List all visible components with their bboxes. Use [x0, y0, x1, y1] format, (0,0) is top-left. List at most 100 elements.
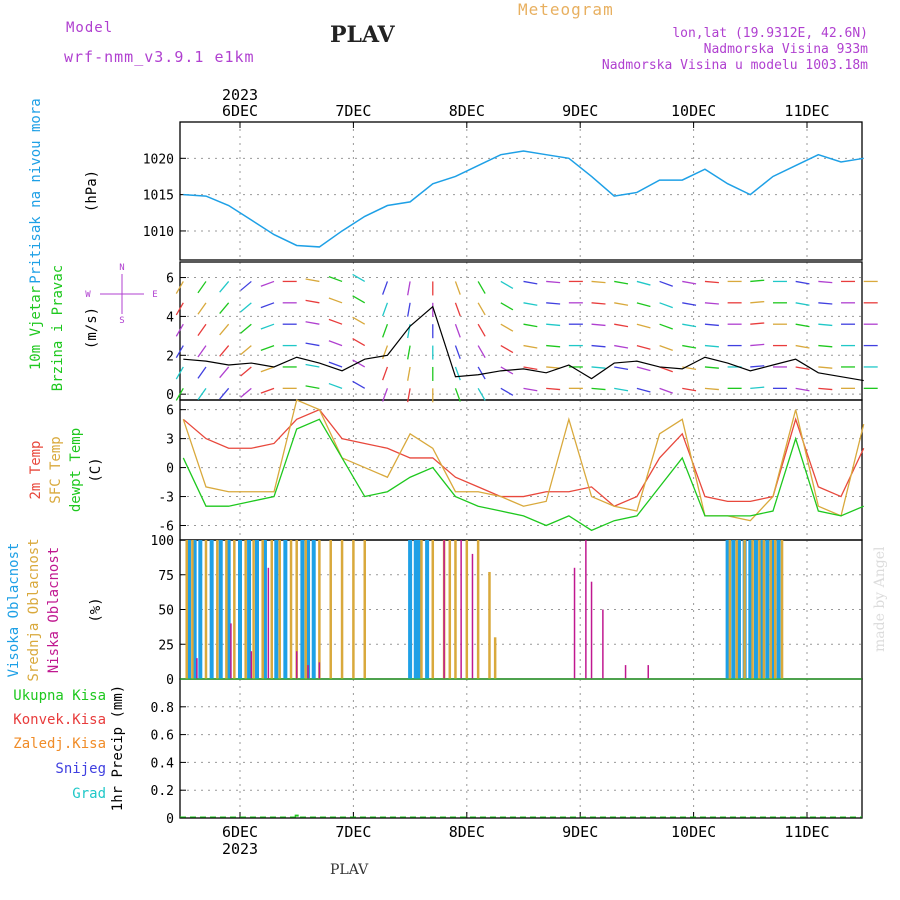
wind-arrow: [328, 340, 343, 347]
cloud-bar: [191, 540, 194, 679]
wind-arrow: [382, 323, 389, 338]
wind-arrow: [477, 302, 486, 316]
wind-arrow: [197, 366, 207, 379]
year-label-bottom: 2023: [222, 840, 258, 858]
wind-arrow: [477, 388, 486, 401]
compass-s: S: [119, 316, 124, 326]
wind-arrow: [382, 388, 389, 402]
cloud-bar: [192, 540, 197, 679]
wind-arrow: [175, 323, 184, 337]
wind-arrow: [407, 345, 411, 360]
wind-arrow: [591, 302, 606, 305]
cloud-bar: [278, 540, 281, 679]
wind-arrow: [500, 323, 514, 332]
cloud-bar: [448, 540, 452, 679]
temp-sfc-label: SFC Temp: [48, 436, 64, 503]
wind-arrow: [240, 323, 252, 334]
x-label-top: 10DEC: [671, 102, 716, 120]
x-label-bottom: 7DEC: [335, 823, 371, 841]
wind-arrow: [382, 366, 389, 381]
wind-arrow: [175, 388, 184, 401]
cloud-bar: [226, 540, 231, 679]
pressure-line: [183, 150, 864, 248]
cloud-bar: [363, 540, 366, 679]
wind-arrow: [500, 345, 514, 354]
wind-arrow: [328, 382, 343, 389]
wind-arrow: [454, 366, 461, 381]
wind-arrow: [454, 323, 461, 338]
wind-arrow: [240, 345, 252, 356]
cloud-bar: [196, 658, 198, 679]
wind-arrow: [197, 387, 207, 401]
x-label-top: 7DEC: [335, 102, 371, 120]
wind-arrow: [682, 280, 697, 285]
cloud-bar: [602, 609, 604, 679]
x-label-bottom: 10DEC: [671, 823, 716, 841]
wind-arrow: [636, 280, 651, 286]
wind-arrow: [614, 302, 629, 306]
wind-arrow: [352, 380, 366, 389]
panel-frame: [179, 678, 863, 819]
wind-arrow: [260, 323, 275, 330]
cloud-bar: [465, 540, 469, 679]
wind-arrow: [407, 388, 411, 403]
y-tick-label: 0: [166, 673, 174, 688]
wind-arrow: [750, 300, 765, 304]
cloud-bar: [218, 540, 223, 679]
cloud-high-label: Visoka Oblacnost: [6, 543, 22, 678]
cloud-bar: [624, 665, 627, 679]
cloud-bar: [408, 540, 413, 679]
wind-arrow: [682, 387, 697, 392]
wind-arrow: [614, 387, 629, 392]
wind-arrow: [523, 280, 538, 285]
cloud-bar: [250, 651, 253, 679]
station-title: PLAV: [330, 22, 395, 48]
wind-arrow: [818, 280, 833, 284]
wind-arrow: [614, 323, 629, 328]
wind-arrow: [175, 345, 184, 359]
x-label-top: 9DEC: [562, 102, 598, 120]
model-label: Model: [66, 20, 114, 36]
compass-e: E: [152, 290, 157, 300]
cloud-bar: [443, 540, 445, 679]
wind-arrow: [328, 361, 343, 368]
cloud-bar: [352, 540, 355, 679]
wind-arrow: [352, 273, 366, 282]
wind-arrow: [682, 344, 697, 349]
wind-arrow: [260, 344, 275, 351]
temp-sfc-line: [182, 399, 865, 522]
wind-arrow: [260, 280, 275, 287]
wind-arrow: [454, 388, 461, 402]
cloud-bar: [758, 540, 761, 679]
wind-arrow: [636, 387, 651, 393]
wind-arrow: [305, 299, 320, 304]
panel-frame: [179, 121, 863, 261]
wind-arrow: [382, 302, 389, 317]
wind-arrow: [240, 280, 252, 291]
wind-arrow: [523, 387, 538, 392]
precip-bar: [294, 814, 299, 817]
wind-arrow: [197, 345, 207, 358]
y-tick-label: 6: [166, 404, 174, 419]
wind-arrow: [591, 344, 606, 348]
cloud-bar: [585, 540, 587, 679]
y-tick-label: 100: [151, 534, 174, 549]
wind-arrow: [240, 302, 252, 313]
x-label-top: 6DEC: [222, 102, 258, 120]
wind-label-1: 10m Vjetar: [28, 286, 44, 370]
wind-arrow: [454, 281, 461, 295]
cloud-bar: [262, 540, 267, 679]
y-tick-label: 0.2: [151, 784, 174, 799]
wind-arrow: [795, 302, 810, 306]
x-label-top: 8DEC: [449, 102, 485, 120]
model-elevation-text: Nadmorska Visina u modelu 1003.18m: [601, 58, 868, 73]
wind-arrow: [500, 387, 514, 396]
wind-arrow: [328, 297, 343, 304]
wind-arrow: [795, 387, 810, 392]
wind-label-2: Brzina i Pravac: [50, 265, 66, 391]
wind-arrow: [305, 385, 320, 389]
cloud-bar: [743, 540, 746, 679]
cloud-bar: [295, 651, 298, 679]
wind-arrow: [659, 387, 673, 394]
